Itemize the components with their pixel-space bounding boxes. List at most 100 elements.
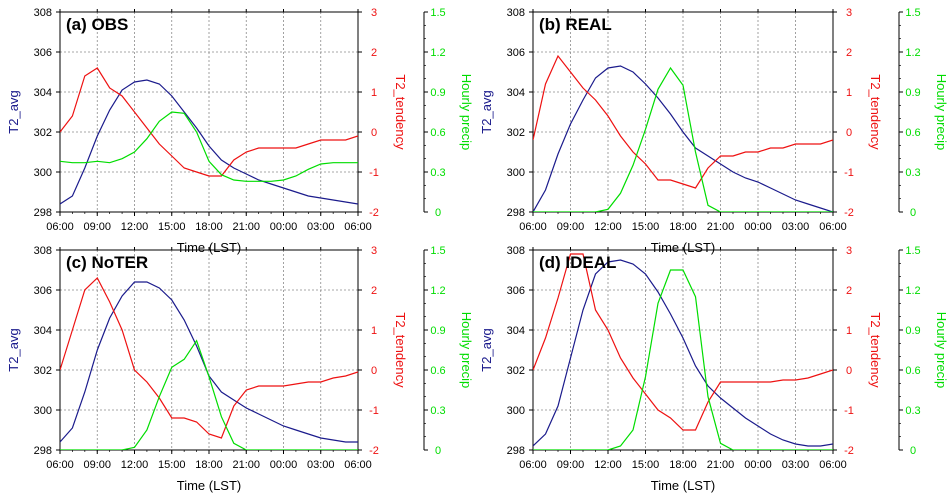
panel-title: (c) NoTER [66,253,148,272]
precip-tick-label: 0.9 [905,87,920,99]
left-tick-label: 306 [34,47,52,59]
left-tick-label: 304 [507,325,525,337]
left-tick-label: 308 [507,245,525,257]
series-line-hourly-precip [60,111,358,182]
precip-tick-label: 0 [910,207,916,219]
precip-axis-label: Hourly precip [934,312,948,389]
x-tick-label: 21:00 [707,459,735,471]
left-tick-label: 304 [34,325,52,337]
precip-tick-label: 0 [435,445,441,457]
x-tick-label: 15:00 [632,221,660,233]
left-axis-label: T2_avg [6,90,21,133]
x-tick-label: 00:00 [744,459,772,471]
left-tick-label: 300 [34,405,52,417]
right-tick-label: 1 [371,87,377,99]
x-tick-label: 06:00 [46,221,74,233]
left-tick-label: 308 [507,7,525,19]
right-tick-label: -2 [844,445,854,457]
precip-tick-label: 1.2 [905,47,920,59]
left-tick-label: 306 [507,285,525,297]
series-line-hourly-precip [533,66,833,212]
precip-tick-label: 1.2 [905,285,920,297]
precip-tick-label: 1.5 [905,7,920,19]
precip-tick-label: 0 [910,445,916,457]
precip-tick-label: 1.5 [430,7,445,19]
series-line-t2-tendency [533,253,833,431]
precip-tick-label: 0.6 [905,365,920,377]
right-tick-label: 3 [371,7,377,19]
x-tick-label: 06:00 [344,459,372,471]
left-tick-label: 308 [34,245,52,257]
chart-panel-3: 06:00 09:00 12:00 15:00 18:00 21:00 00:00 03:00… [6,245,474,493]
right-tick-label: 0 [371,127,377,139]
x-tick-label: 06:00 [819,221,847,233]
series-line-t2-tendency [533,54,833,189]
precip-tick-label: 0.3 [430,167,445,179]
right-tick-label: -2 [369,445,379,457]
left-tick-label: 298 [34,445,52,457]
right-tick-label: 0 [371,365,377,377]
series-line-t2-avg [533,259,833,447]
x-tick-label: 21:00 [707,221,735,233]
precip-tick-label: 0.9 [430,87,445,99]
right-tick-label: 2 [846,47,852,59]
left-tick-label: 302 [34,127,52,139]
right-tick-label: 1 [371,325,377,337]
precip-axis-label: Hourly precip [459,74,474,151]
x-tick-label: 12:00 [121,459,149,471]
x-tick-label: 12:00 [594,221,622,233]
precip-tick-label: 0.6 [430,127,445,139]
left-tick-label: 298 [34,207,52,219]
right-tick-label: 3 [846,245,852,257]
left-tick-label: 304 [34,87,52,99]
x-tick-label: 21:00 [232,221,260,233]
x-tick-label: 21:00 [232,459,260,471]
right-axis-label: T2_tendency [393,312,408,388]
precip-tick-label: 0.3 [905,167,920,179]
precip-tick-label: 1.5 [430,245,445,257]
x-tick-label: 09:00 [83,459,111,471]
right-tick-label: -1 [844,405,854,417]
left-tick-label: 298 [507,207,525,219]
right-tick-label: -1 [844,167,854,179]
left-tick-label: 306 [507,47,525,59]
series-line-hourly-precip [60,339,358,450]
precip-tick-label: 1.2 [430,285,445,297]
right-tick-label: 1 [846,325,852,337]
right-axis-label: T2_tendency [868,74,883,150]
precip-tick-label: 0.3 [905,405,920,417]
right-tick-label: -1 [369,405,379,417]
x-tick-label: 03:00 [782,459,810,471]
x-tick-label: 06:00 [819,459,847,471]
x-tick-label: 03:00 [307,459,335,471]
x-tick-label: 09:00 [557,459,585,471]
precip-tick-label: 1.2 [430,47,445,59]
right-tick-label: 1 [846,87,852,99]
x-tick-label: 15:00 [632,459,660,471]
series-line-t2-tendency [60,277,358,439]
series-line-t2-tendency [60,67,358,177]
series-line-hourly-precip [533,269,833,450]
left-axis-label: T2_avg [6,328,21,371]
right-tick-label: 2 [371,285,377,297]
panel-title: (b) REAL [539,15,612,34]
chart-panel-2: 06:00 09:00 12:00 15:00 18:00 21:00 00:00 03:00… [479,7,948,255]
right-tick-label: -2 [844,207,854,219]
x-axis-label: Time (LST) [177,478,242,493]
x-tick-label: 00:00 [744,221,772,233]
chart-panel-1: 06:00 09:00 12:00 15:00 18:00 21:00 00:00 03:00… [6,7,474,255]
x-tick-label: 15:00 [158,459,186,471]
right-tick-label: 2 [371,47,377,59]
right-tick-label: 2 [846,285,852,297]
right-axis-label: T2_tendency [393,74,408,150]
left-tick-label: 304 [507,87,525,99]
panel-title: (d) IDEAL [539,253,616,272]
left-axis-label: T2_avg [479,90,494,133]
left-tick-label: 302 [507,365,525,377]
left-tick-label: 308 [34,7,52,19]
x-tick-label: 03:00 [782,221,810,233]
x-tick-label: 18:00 [195,221,223,233]
chart-panel-4: 06:00 09:00 12:00 15:00 18:00 21:00 00:00 03:00… [479,245,948,493]
x-tick-label: 09:00 [557,221,585,233]
